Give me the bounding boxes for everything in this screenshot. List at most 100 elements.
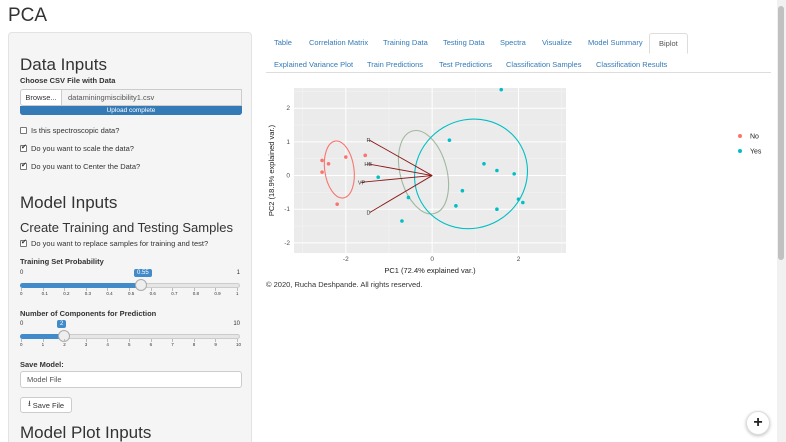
x-axis-label: PC1 (72.4% explained var.) (384, 266, 476, 275)
slider-handle[interactable] (58, 330, 70, 342)
loading-label: HB (364, 162, 372, 168)
loading-arrow (367, 163, 433, 176)
file-input-group[interactable]: Browse... dataminingmiscibility1.csv (20, 89, 242, 106)
upload-status: Upload complete (106, 107, 156, 114)
y-tick-label: 0 (286, 173, 290, 180)
point-yes (400, 219, 404, 223)
slider-tick-label: 3 (84, 339, 88, 347)
slider-tick-label: 0.4 (106, 288, 113, 296)
point-yes (521, 200, 525, 205)
loading-arrow (369, 139, 433, 176)
slider-max: 1 (236, 270, 240, 276)
tab-train-predictions[interactable]: Train Predictions (367, 60, 423, 69)
sidebar-panel: Data Inputs Choose CSV File with Data Br… (8, 32, 252, 442)
tab-classification-results[interactable]: Classification Results (596, 60, 668, 69)
slider-max: 10 (233, 321, 240, 327)
tab-visualize[interactable]: Visualize (542, 38, 572, 47)
y-tick-label: 1 (286, 139, 290, 146)
point-yes (454, 204, 458, 208)
tab-correlation-matrix[interactable]: Correlation Matrix (309, 38, 369, 47)
browse-button[interactable]: Browse... (20, 89, 62, 106)
scrollbar-thumb[interactable] (778, 6, 784, 260)
checkbox-box[interactable] (20, 143, 27, 152)
components-slider[interactable]: 0 10 2 0 1 2 3 4 5 6 7 8 9 10 (20, 320, 242, 355)
checkbox-box[interactable] (20, 127, 27, 134)
checkbox-label: Is this spectroscopic data? (31, 126, 120, 135)
slider-min: 0 (20, 270, 24, 276)
checkbox-spectroscopic[interactable]: Is this spectroscopic data? (20, 126, 119, 135)
checkbox-label: Do you want to replace samples for train… (31, 239, 209, 248)
point-yes (499, 87, 504, 92)
loading-label: VP (358, 180, 366, 186)
point-yes (482, 161, 486, 166)
checkbox-replace-samples[interactable]: Do you want to replace samples for train… (20, 238, 209, 248)
slider-tick-label: 0 (20, 339, 23, 347)
slider-tick-label: 6 (149, 339, 153, 347)
legend-label-yes: Yes (750, 149, 762, 156)
tab-classification-samples[interactable]: Classification Samples (506, 60, 582, 69)
loading-arrow (360, 175, 433, 183)
download-icon: ⭳ (27, 399, 31, 408)
ellipse-yes (414, 118, 529, 230)
point-yes (495, 207, 499, 212)
upload-progress-fill (20, 106, 242, 115)
create-samples-title: Create Training and Testing Samples (20, 220, 233, 235)
tab-training-data[interactable]: Training Data (383, 38, 428, 47)
point-yes (495, 168, 499, 173)
slider-ticks: 0 1 2 3 4 5 6 7 8 9 10 (20, 339, 242, 352)
tab-model-summary[interactable]: Model Summary (588, 38, 643, 47)
checkbox-label: Do you want to Center the Data? (31, 162, 141, 171)
tab-table[interactable]: Table (274, 38, 292, 47)
checkbox-box[interactable] (20, 238, 27, 247)
data-inputs-title: Data Inputs (20, 55, 107, 74)
loading-arrow (369, 175, 433, 213)
plot-panel (294, 88, 566, 253)
loading-label: R (367, 138, 371, 144)
checkbox-label: Do you want to scale the data? (31, 144, 134, 153)
y-tick-label: 2 (286, 105, 290, 112)
training-prob-slider[interactable]: 0 1 0.55 0 0.1 0.2 0.3 0.4 0.5 0.6 0.7 0.8 0.9 1 (20, 269, 242, 304)
training-prob-label: Training Set Probability (20, 257, 104, 266)
tab-spectra[interactable]: Spectra (500, 38, 526, 47)
slider-bar (20, 334, 64, 339)
point-no (320, 158, 324, 163)
model-plot-inputs-title: Model Plot Inputs (20, 423, 152, 442)
slider-value: 2 (57, 320, 67, 328)
slider-tick-label: 0.8 (192, 288, 200, 296)
slider-tick-label: 0 (20, 288, 23, 296)
slider-tick-label: 0.1 (41, 288, 48, 296)
slider-tick-label: 5 (128, 339, 131, 347)
slider-bar (20, 283, 141, 288)
point-no (320, 170, 324, 174)
tab-biplot[interactable]: Biplot (649, 33, 688, 54)
point-yes (406, 195, 411, 200)
x-tick-label: -2 (343, 256, 349, 263)
add-button[interactable]: + (746, 411, 770, 435)
ellipse-no (323, 140, 355, 199)
copyright-footer: © 2020, Rucha Deshpande. All rights rese… (266, 280, 423, 289)
checkbox-center[interactable]: Do you want to Center the Data? (20, 161, 141, 171)
checkbox-box[interactable] (20, 161, 27, 170)
tab-testing-data[interactable]: Testing Data (443, 38, 485, 47)
save-file-button[interactable]: ⭳ Save File (20, 397, 72, 413)
tab-explained-variance-plot[interactable]: Explained Variance Plot (274, 60, 354, 69)
legend-key-yes (738, 149, 742, 153)
slider-tick-label: 0.7 (171, 288, 178, 296)
point-yes (447, 138, 452, 142)
checkbox-scale[interactable]: Do you want to scale the data? (20, 143, 134, 153)
slider-handle[interactable] (135, 279, 147, 291)
legend-key-no (738, 134, 742, 138)
x-tick-label: 0 (430, 256, 434, 263)
point-no (335, 202, 339, 206)
plus-icon: + (753, 414, 763, 431)
slider-tick-label: 4 (106, 339, 109, 347)
slider-tick-label: 1 (41, 339, 45, 347)
save-model-input[interactable]: Model File (20, 371, 242, 388)
point-no (326, 161, 331, 166)
slider-tick-label: 8 (192, 339, 196, 347)
save-model-label: Save Model: (20, 360, 64, 369)
tab-test-predictions[interactable]: Test Predictions (439, 60, 492, 69)
model-inputs-title: Model Inputs (20, 193, 118, 212)
file-name-field[interactable]: dataminingmiscibility1.csv (62, 89, 242, 106)
